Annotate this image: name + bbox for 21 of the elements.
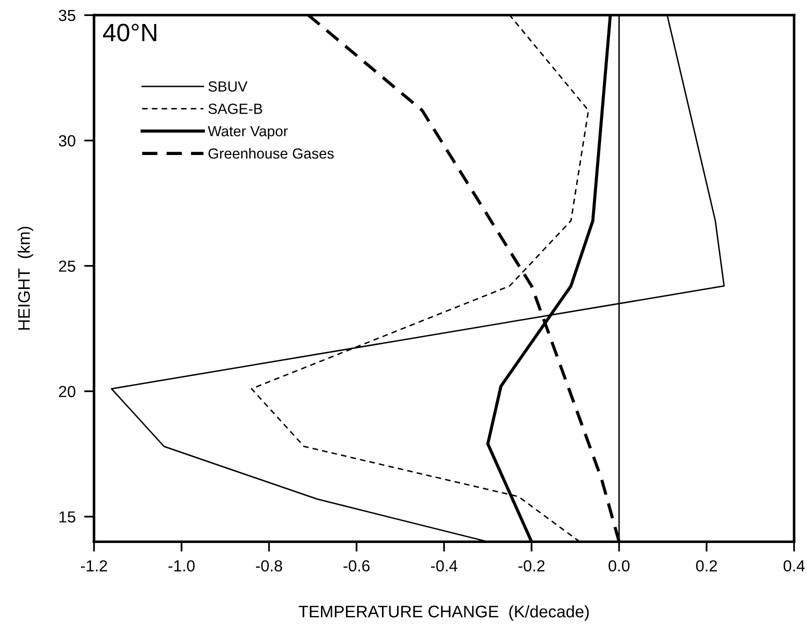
legend-label: Water Vapor bbox=[208, 126, 288, 140]
y-tick-label: 20 bbox=[59, 386, 76, 398]
x-tick-label: 0.4 bbox=[784, 560, 805, 572]
x-axis-title: TEMPERATURE CHANGE (K/decade) bbox=[298, 605, 589, 621]
x-tick-label: 0.0 bbox=[608, 560, 630, 572]
y-tick-label: 35 bbox=[58, 10, 76, 22]
x-tick-label: -1.0 bbox=[168, 560, 195, 572]
x-tick-label: -1.2 bbox=[80, 560, 107, 572]
legend-label: Greenhouse Gases bbox=[208, 148, 334, 159]
legend-label: SAGE-B bbox=[208, 104, 262, 114]
legend-label: SBUV bbox=[208, 81, 248, 92]
x-tick-label: -0.2 bbox=[518, 560, 545, 572]
y-tick-label: 25 bbox=[59, 260, 76, 272]
x-tick-label: -0.8 bbox=[256, 560, 282, 572]
x-tick-label: -0.6 bbox=[343, 560, 370, 572]
y-axis-title: HEIGHT (km) bbox=[18, 226, 34, 330]
x-tick-label: -0.4 bbox=[431, 560, 458, 572]
y-tick-label: 15 bbox=[59, 511, 76, 523]
y-tick-label: 30 bbox=[58, 135, 76, 146]
annotation: 40°N bbox=[102, 24, 156, 42]
x-tick-label: 0.2 bbox=[696, 560, 717, 572]
